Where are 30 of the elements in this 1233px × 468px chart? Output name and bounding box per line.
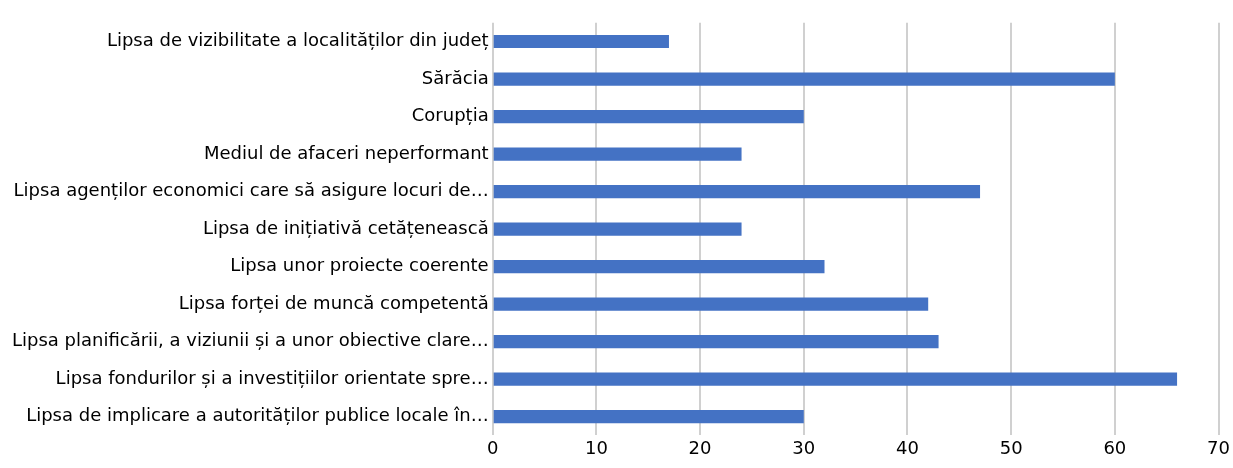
y-tick-label: Lipsa planificării, a viziunii și a unor obiective clare… (12, 329, 489, 351)
y-tick-label: Mediul de afaceri neperformant (203, 141, 489, 163)
y-tick-label: Lipsa agenților economici care să asigure locuri de… (13, 179, 489, 201)
x-tick-label: 20 (688, 436, 712, 458)
bar (493, 147, 742, 161)
bar (493, 72, 1115, 86)
bar (493, 297, 929, 311)
y-tick-label: Lipsa fondurilor și a investițiilor orientate spre… (55, 366, 489, 388)
x-tick-label: 60 (1103, 436, 1127, 458)
bar (493, 372, 1178, 386)
bar (493, 260, 825, 274)
y-tick-label: Corupția (411, 104, 489, 126)
bar (493, 185, 981, 199)
x-tick-label: 50 (999, 436, 1023, 458)
bar (493, 410, 804, 424)
x-tick-label: 10 (584, 436, 608, 458)
y-tick-label: Lipsa de inițiativă cetățenească (202, 216, 489, 238)
y-tick-label: Lipsa de vizibilitate a localităților din județ (106, 29, 489, 51)
bar (493, 34, 669, 49)
x-tick-label: 0 (486, 436, 499, 458)
x-tick-label: 40 (896, 436, 919, 458)
y-tick-label: Lipsa forței de muncă competentă (178, 291, 489, 313)
y-tick-label: Lipsa de implicare a autorităților publice locale în… (26, 404, 489, 426)
bar (493, 335, 939, 349)
x-tick-label: 70 (1207, 436, 1230, 458)
x-tick-label: 30 (792, 436, 816, 458)
bar (493, 110, 804, 124)
y-tick-label: Lipsa unor proiecte coerente (230, 254, 489, 276)
y-tick-label: Sărăcia (421, 66, 489, 88)
bar (493, 222, 742, 236)
